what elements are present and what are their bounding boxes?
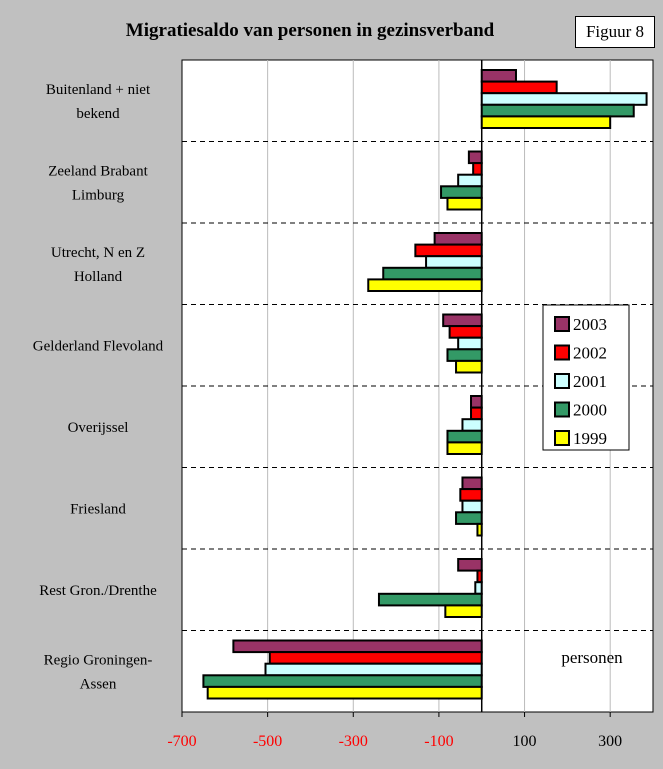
bar — [448, 325, 483, 339]
bar — [264, 662, 483, 677]
legend-label: 2002 — [573, 344, 607, 363]
legend-swatch — [554, 344, 570, 361]
chart-title: Migratiesaldo van personen in gezinsverb… — [125, 20, 495, 41]
x-tick-label: -700 — [167, 733, 196, 750]
legend-swatch — [554, 373, 570, 389]
bar — [480, 80, 558, 95]
bar — [480, 103, 635, 118]
legend-swatch — [554, 316, 570, 332]
bar — [457, 558, 483, 572]
category-label: Overijssel — [68, 420, 129, 436]
category-label: Buitenland + niet — [46, 82, 151, 98]
x-tick-label: -300 — [339, 733, 368, 750]
bar — [470, 406, 483, 421]
bar — [377, 592, 483, 607]
category-label: Zeeland Brabant — [48, 163, 148, 179]
bar — [433, 232, 483, 246]
legend-swatch — [554, 430, 570, 446]
unit-label: personen — [561, 648, 623, 667]
legend-label: 2001 — [573, 372, 607, 391]
bar — [382, 266, 483, 281]
category-label: Utrecht, N en Z — [51, 245, 145, 261]
bar — [446, 441, 483, 455]
bar — [446, 196, 483, 211]
bar — [442, 313, 483, 328]
category-label: Rest Gron./Drenthe — [39, 583, 157, 599]
bar — [455, 359, 483, 374]
legend-label: 2000 — [573, 401, 607, 420]
bar — [268, 651, 483, 665]
bar — [461, 418, 483, 432]
legend-swatch — [554, 401, 570, 418]
bar — [461, 476, 483, 491]
category-label: Holland — [74, 269, 123, 285]
category-label: Limburg — [72, 187, 125, 203]
bar — [444, 604, 483, 619]
category-label: bekend — [76, 106, 120, 122]
bar — [480, 115, 612, 130]
bar — [459, 488, 483, 502]
legend-label: 1999 — [573, 429, 607, 448]
bar — [457, 173, 483, 188]
figure-label: Figuur 8 — [575, 16, 655, 48]
bar — [461, 499, 483, 514]
bar — [414, 243, 483, 258]
bar — [457, 336, 483, 351]
bar — [446, 348, 483, 362]
bar — [472, 162, 483, 176]
bar — [467, 150, 483, 165]
x-tick-label: 100 — [513, 733, 537, 750]
category-label: Regio Groningen- — [44, 652, 153, 668]
category-label: Friesland — [70, 501, 126, 517]
bar — [455, 511, 483, 525]
x-tick-label: -500 — [253, 733, 282, 750]
bar — [474, 581, 483, 595]
bar — [367, 278, 483, 292]
bar — [440, 185, 483, 199]
bar — [480, 92, 648, 106]
category-label: Assen — [80, 676, 117, 692]
bar — [202, 674, 483, 688]
bar — [480, 69, 517, 83]
x-tick-label: -100 — [424, 733, 453, 750]
bar — [206, 685, 483, 700]
legend-label: 2003 — [573, 315, 607, 334]
x-tick-label: 300 — [598, 733, 622, 750]
bar — [446, 429, 483, 444]
bar — [232, 639, 483, 654]
bar — [425, 255, 483, 269]
bar — [470, 395, 483, 409]
category-label: Gelderland Flevoland — [33, 338, 164, 354]
